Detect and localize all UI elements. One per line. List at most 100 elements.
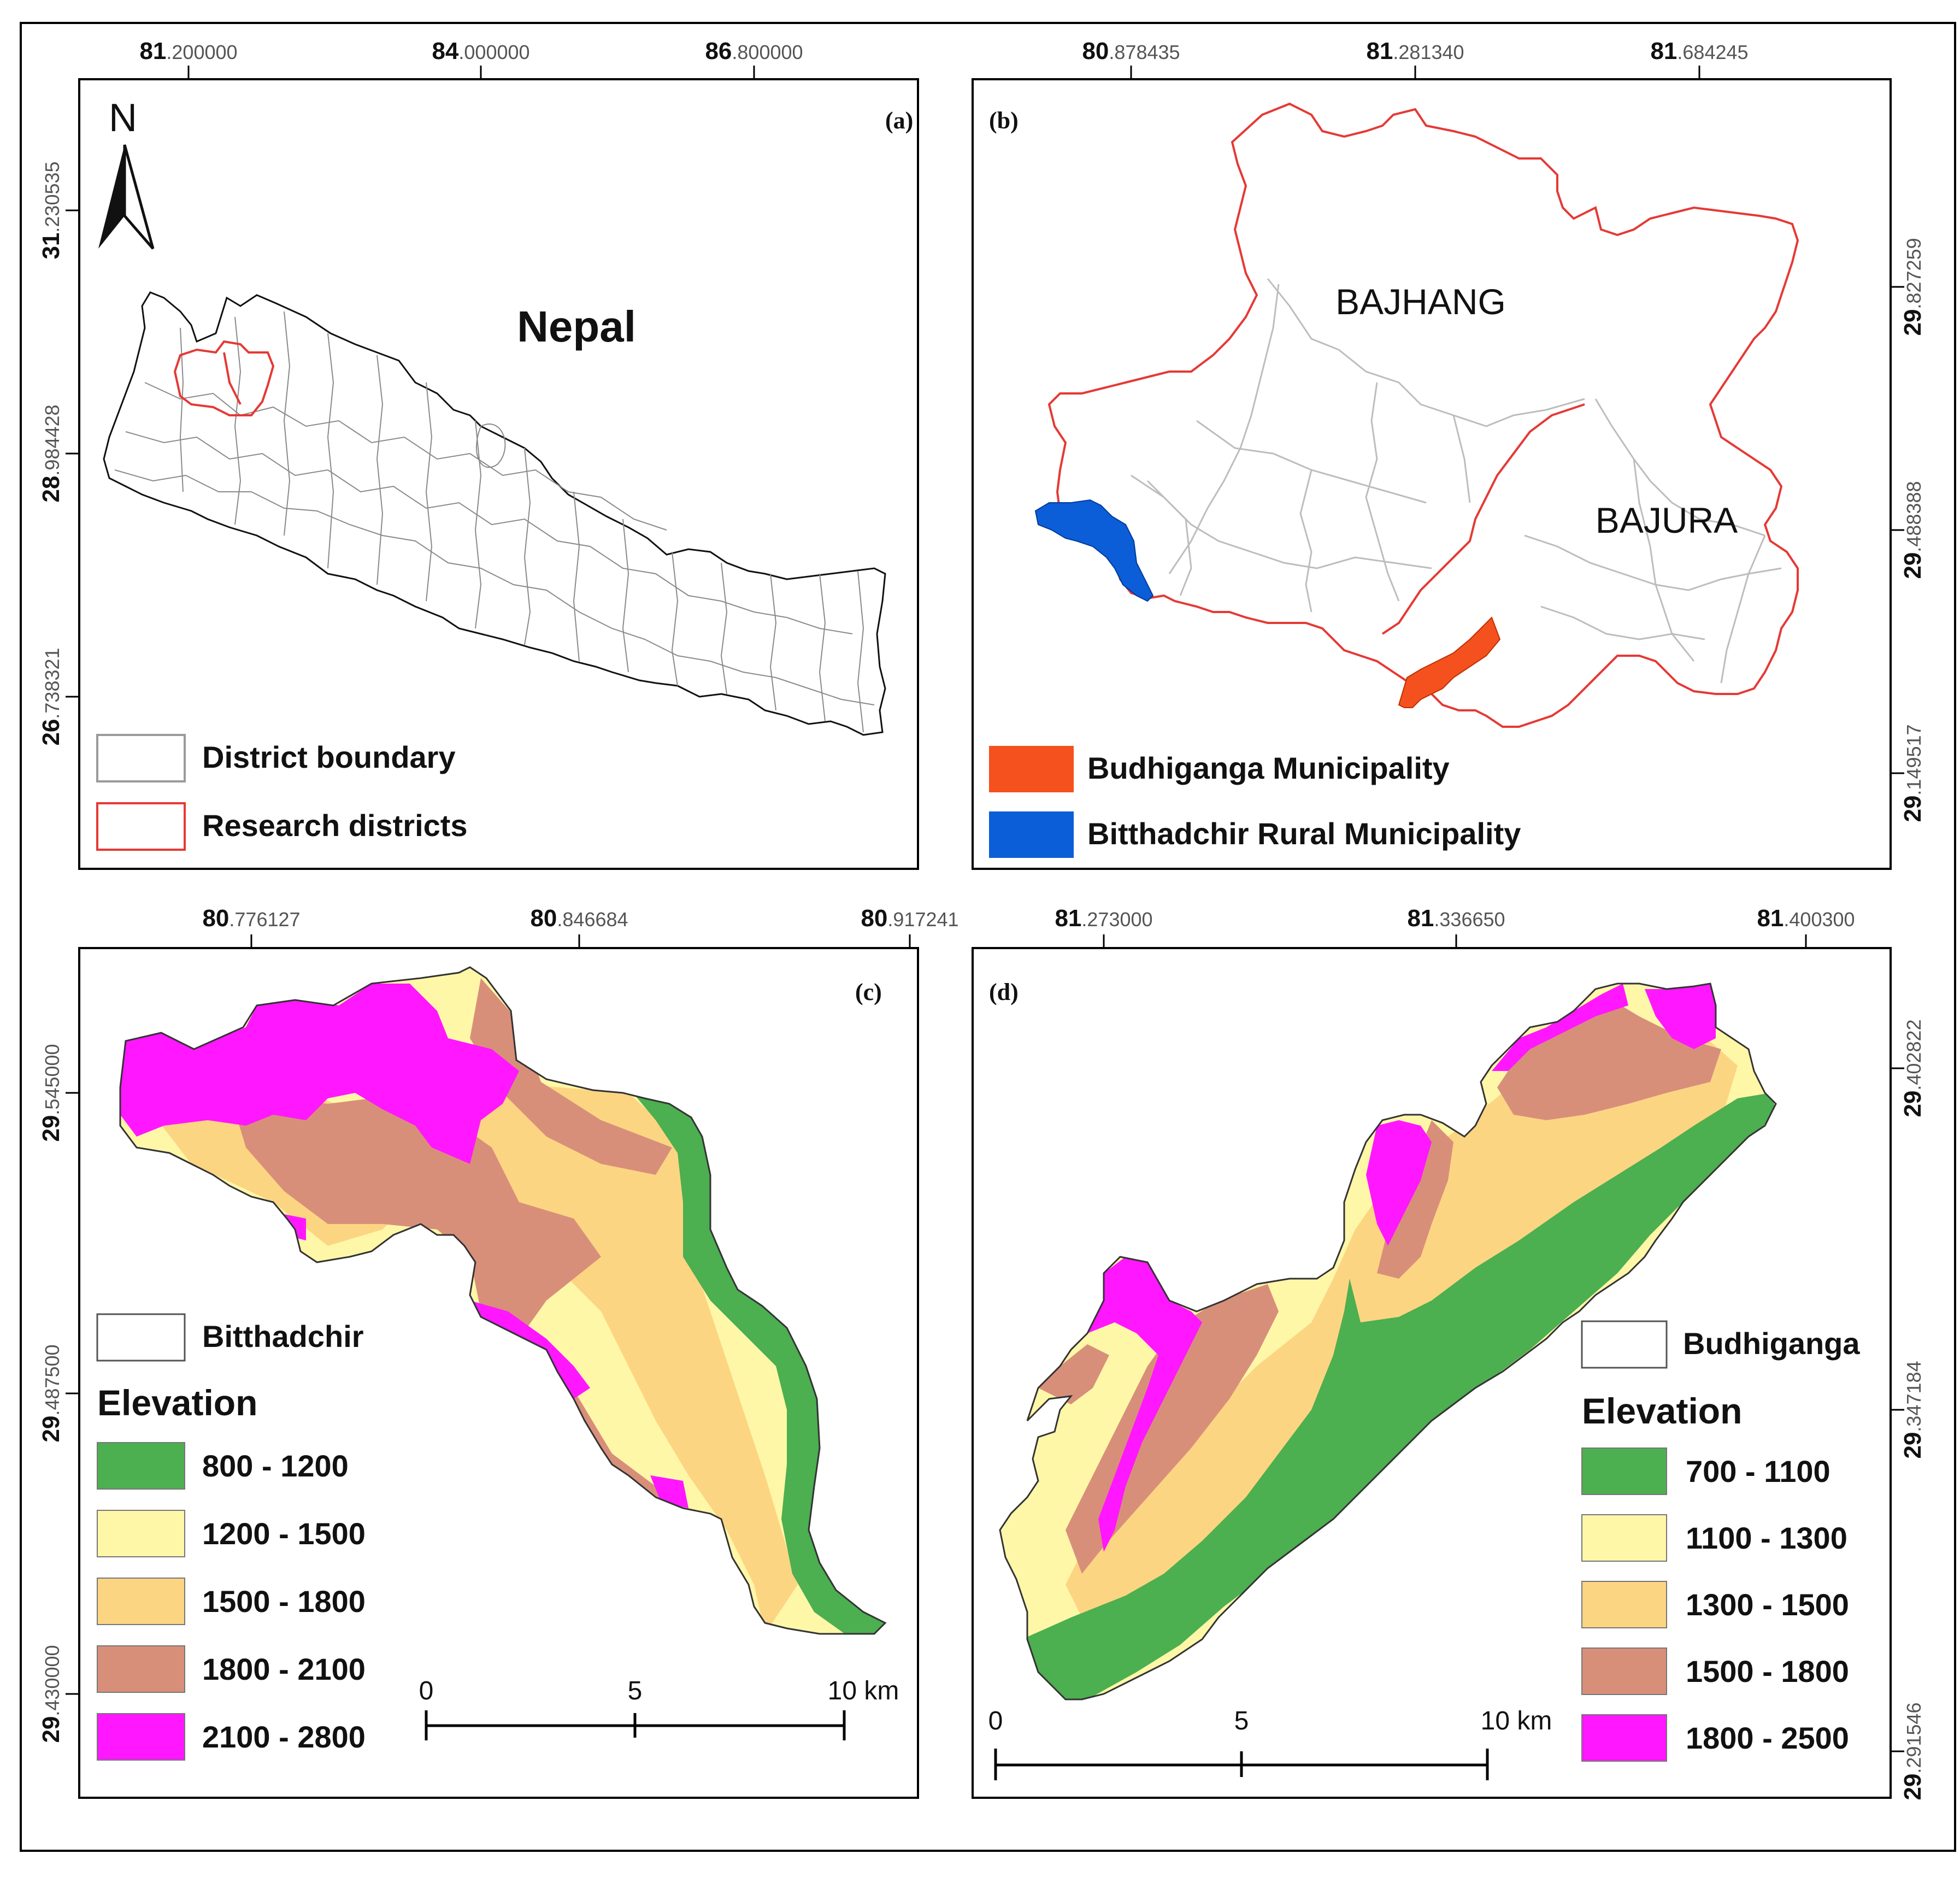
legend-swatch-elevation bbox=[97, 1713, 185, 1761]
legend-label: 1200 - 1500 bbox=[202, 1516, 366, 1551]
legend-label: Budhiganga bbox=[1683, 1326, 1860, 1361]
bitthadchir-area bbox=[1034, 499, 1154, 602]
panel-a-label: (a) bbox=[885, 107, 913, 134]
legend-swatch-elevation bbox=[97, 1510, 185, 1557]
left-tick-label: 29.430000 bbox=[38, 1645, 64, 1743]
district-label-bajhang: BAJHANG bbox=[1335, 281, 1506, 322]
legend-swatch-research-districts bbox=[96, 802, 186, 851]
elevation-legend: 700 - 1100 1100 - 1300 1300 - 1500 1500 - 1… bbox=[1581, 1448, 1849, 1762]
legend-label: Bitthadchir bbox=[202, 1319, 364, 1354]
legend-label: Bitthadchir Rural Municipality bbox=[1087, 816, 1521, 851]
scale-label: 0 bbox=[988, 1707, 1003, 1735]
figure-frame bbox=[20, 22, 1956, 1852]
left-tick-label: 26.738321 bbox=[38, 648, 64, 745]
legend-label: District boundary bbox=[202, 740, 456, 774]
panel-a-left-ticks: 31.230535 28.984428 26.738321 bbox=[38, 161, 79, 746]
left-tick-label: 29.487500 bbox=[38, 1344, 64, 1442]
panel-b-label: (b) bbox=[989, 107, 1019, 134]
legend-swatch-elevation bbox=[97, 1578, 185, 1625]
top-tick-label: 80.846684 bbox=[530, 905, 628, 932]
district-label-bajura: BAJURA bbox=[1596, 500, 1738, 540]
left-tick-label: 29.545000 bbox=[38, 1044, 64, 1142]
legend-label: 1800 - 2500 bbox=[1686, 1721, 1849, 1755]
legend-label: 1500 - 1800 bbox=[1686, 1654, 1849, 1688]
top-tick-label: 81.281340 bbox=[1366, 38, 1464, 64]
top-tick-label: 84.000000 bbox=[432, 38, 529, 64]
legend-swatch-budhiganga bbox=[989, 746, 1074, 792]
elevation-title: Elevation bbox=[1582, 1391, 1742, 1431]
legend-swatch-boundary bbox=[96, 1313, 186, 1362]
legend-swatch-district-boundary bbox=[96, 734, 186, 782]
country-label: Nepal bbox=[517, 302, 636, 351]
right-tick-label: 29.149517 bbox=[1899, 724, 1926, 822]
panel-c-top-ticks: 80.776127 80.846684 80.917241 bbox=[202, 905, 959, 948]
panel-b-legend: Budhiganga Municipality Bitthadchir Rura… bbox=[989, 746, 1521, 858]
legend-label: 1300 - 1500 bbox=[1686, 1587, 1849, 1622]
panel-d-right-ticks: 29.402822 29.347184 29.291546 bbox=[1891, 1019, 1926, 1800]
district-boundaries bbox=[114, 311, 875, 733]
legend-swatch-elevation bbox=[97, 1645, 185, 1693]
bajhang-bajura-outline bbox=[1047, 102, 1799, 728]
left-tick-label: 31.230535 bbox=[38, 161, 64, 259]
top-tick-label: 81.200000 bbox=[139, 38, 237, 64]
elevation-title: Elevation bbox=[97, 1382, 257, 1423]
top-tick-label: 81.400300 bbox=[1757, 905, 1855, 932]
panel-c-label: (c) bbox=[855, 979, 882, 1005]
right-tick-label: 29.827259 bbox=[1899, 238, 1926, 336]
panel-d-label: (d) bbox=[989, 979, 1019, 1005]
panel-b-right-ticks: 29.827259 29.488388 29.149517 bbox=[1891, 238, 1926, 822]
scale-label: 5 bbox=[628, 1676, 643, 1705]
panel-d-top-ticks: 81.273000 81.336650 81.400300 bbox=[1055, 905, 1855, 948]
left-tick-label: 28.984428 bbox=[38, 404, 64, 502]
legend-label: Research districts bbox=[202, 808, 468, 843]
elevation-legend: 800 - 1200 1200 - 1500 1500 - 1800 1800 - 2… bbox=[97, 1442, 366, 1761]
legend-swatch-elevation bbox=[1581, 1581, 1667, 1628]
panel-a: 81.200000 84.000000 86.800000 31.230535 … bbox=[38, 38, 919, 870]
scale-label: 0 bbox=[419, 1676, 434, 1705]
panel-c-legend: Bitthadchir Elevation 800 - 1200 1200 - 1… bbox=[96, 1313, 366, 1761]
panel-c: 80.776127 80.846684 80.917241 29.545000 … bbox=[38, 905, 959, 1799]
north-arrow-icon: N bbox=[98, 96, 155, 250]
top-tick-label: 81.273000 bbox=[1055, 905, 1152, 932]
panel-d: 81.273000 81.336650 81.400300 29.402822 … bbox=[972, 905, 1926, 1800]
legend-label: 1100 - 1300 bbox=[1686, 1521, 1847, 1555]
legend-swatch-elevation bbox=[1581, 1514, 1667, 1562]
panel-a-legend: District boundary Research districts bbox=[96, 734, 468, 851]
legend-swatch-bitthadchir bbox=[989, 811, 1074, 858]
municipality-boundaries bbox=[1131, 278, 1782, 684]
panel-b-top-ticks: 80.878435 81.281340 81.684245 bbox=[1082, 38, 1749, 79]
legend-swatch-elevation bbox=[1581, 1714, 1667, 1762]
panel-a-top-ticks: 81.200000 84.000000 86.800000 bbox=[139, 38, 803, 79]
legend-swatch-elevation bbox=[1581, 1647, 1667, 1695]
scale-bar: 0 5 10 km bbox=[988, 1707, 1552, 1780]
panel-d-legend: Budhiganga Elevation 700 - 1100 1100 - 13… bbox=[1581, 1320, 1860, 1762]
top-tick-label: 80.776127 bbox=[202, 905, 300, 932]
scale-bar: 0 5 10 km bbox=[419, 1676, 899, 1740]
panel-a-frame bbox=[78, 78, 919, 870]
nepal-outline bbox=[103, 291, 886, 736]
right-tick-label: 29.402822 bbox=[1899, 1019, 1926, 1117]
legend-label: Budhiganga Municipality bbox=[1087, 751, 1450, 785]
panel-c-left-ticks: 29.545000 29.487500 29.430000 bbox=[38, 1044, 79, 1743]
right-tick-label: 29.347184 bbox=[1899, 1361, 1926, 1458]
legend-label: 700 - 1100 bbox=[1686, 1454, 1830, 1488]
legend-label: 1500 - 1800 bbox=[202, 1584, 366, 1619]
legend-label: 800 - 1200 bbox=[202, 1449, 349, 1483]
research-districts-outline bbox=[173, 340, 275, 416]
top-tick-label: 81.336650 bbox=[1407, 905, 1505, 932]
budhiganga-area bbox=[1398, 616, 1501, 708]
legend-swatch-elevation bbox=[1581, 1448, 1667, 1495]
top-tick-label: 80.878435 bbox=[1082, 38, 1180, 64]
legend-label: 1800 - 2100 bbox=[202, 1652, 366, 1686]
scale-label: 10 km bbox=[828, 1676, 899, 1705]
top-tick-label: 80.917241 bbox=[861, 905, 958, 932]
panel-b-frame bbox=[972, 78, 1892, 870]
top-tick-label: 81.684245 bbox=[1650, 38, 1748, 64]
legend-label: 2100 - 2800 bbox=[202, 1720, 366, 1754]
legend-swatch-elevation bbox=[97, 1442, 185, 1490]
top-tick-label: 86.800000 bbox=[705, 38, 803, 64]
right-tick-label: 29.488388 bbox=[1899, 481, 1926, 579]
panel-b: 80.878435 81.281340 81.684245 29.827259 … bbox=[972, 38, 1926, 870]
